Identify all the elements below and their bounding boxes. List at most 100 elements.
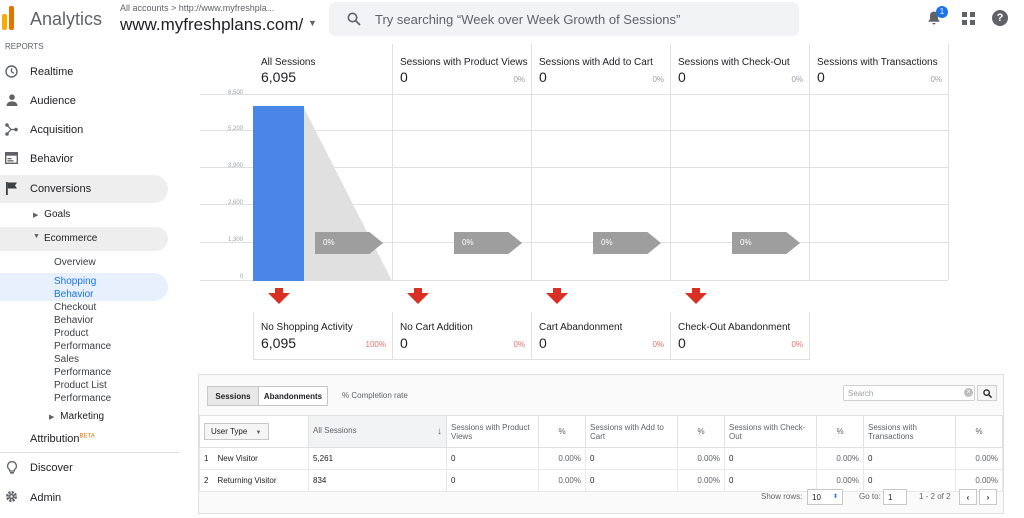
column-percent[interactable]: % <box>955 415 1003 448</box>
sidebar-item-admin[interactable]: Admin <box>0 484 168 512</box>
cell: 0 <box>724 447 817 470</box>
cell: 0.00% <box>677 447 725 470</box>
show-rows-value: 10 <box>812 493 821 502</box>
sidebar-item-realtime[interactable]: Realtime <box>0 58 168 86</box>
abandon-title: No Cart Addition <box>400 322 473 333</box>
table-search-input[interactable]: Search <box>843 385 975 401</box>
dropdown-caret-icon: ▼ <box>255 430 262 436</box>
column-all-sessions[interactable]: All Sessions ↓ <box>308 415 447 448</box>
sidebar-item-ecommerce[interactable]: ▼ Ecommerce <box>0 227 168 251</box>
sidebar-divider <box>0 452 180 453</box>
app-title: Analytics <box>30 9 103 29</box>
row-label-link[interactable]: New Visitor <box>213 447 309 470</box>
column-percent[interactable]: % <box>538 415 586 448</box>
sidebar-item-marketing[interactable]: ▶ Marketing <box>49 411 104 422</box>
abandonment-checkout[interactable] <box>671 312 810 360</box>
user-type-label: User Type <box>211 427 248 436</box>
stage-value: 6,095 <box>261 69 297 85</box>
column-percent[interactable]: % <box>677 415 725 448</box>
abandonment-no-shopping[interactable] <box>253 312 393 360</box>
goto-label: Go to: <box>859 492 881 501</box>
search-icon <box>347 12 361 26</box>
abandonment-cart[interactable] <box>532 312 671 360</box>
sidebar-leaf-product-list-performance[interactable]: Product List Performance <box>54 380 112 404</box>
abandon-percent: 0% <box>513 340 525 349</box>
sort-arrow-icon: ↓ <box>437 426 442 437</box>
apps-grid-icon[interactable] <box>962 12 975 25</box>
column-add-to-cart[interactable]: Sessions with Add to Cart <box>585 415 678 448</box>
column-transactions[interactable]: Sessions with Transactions <box>863 415 956 448</box>
tab-abandonments[interactable]: Abandonments <box>258 386 328 406</box>
cell: 0 <box>446 447 539 470</box>
show-rows-select[interactable]: 10 ⬍ <box>807 489 843 505</box>
stage-percent: 0% <box>930 75 942 84</box>
stage-value: 0 <box>539 69 547 85</box>
next-page-button[interactable]: › <box>979 489 997 505</box>
sidebar-item-acquisition[interactable]: Acquisition <box>0 116 168 144</box>
user-type-dropdown[interactable]: User Type ▼ <box>204 423 269 440</box>
cell: 0.00% <box>816 447 864 470</box>
y-tick-label: 6,500 <box>228 90 244 96</box>
dropdown-caret-icon[interactable]: ▼ <box>308 18 317 28</box>
column-product-views[interactable]: Sessions with Product Views <box>446 415 539 448</box>
goto-input[interactable]: 1 <box>883 489 907 505</box>
column-check-out[interactable]: Sessions with Check-Out <box>724 415 817 448</box>
sidebar-leaf-checkout-behavior[interactable]: Checkout Behavior <box>54 302 97 326</box>
sidebar-item-goals[interactable]: ▶ Goals <box>33 209 70 220</box>
all-sessions-bar[interactable] <box>253 106 304 281</box>
stage-percent: 0% <box>791 75 803 84</box>
sidebar-leaf-shopping-behavior[interactable]: Shopping Behavior <box>54 276 97 300</box>
collapse-arrow-icon: ▼ <box>33 233 40 240</box>
search-bar[interactable]: Try searching “Week over Week Growth of … <box>329 2 799 36</box>
stage-title: Sessions with Transactions <box>817 57 938 68</box>
sidebar-item-audience[interactable]: Audience <box>0 87 168 115</box>
completion-rate-label[interactable]: % Completion rate <box>342 391 408 400</box>
cell: 5,261 <box>308 447 447 470</box>
sidebar-item-discover[interactable]: Discover <box>0 454 168 482</box>
sidebar-item-conversions[interactable]: Conversions <box>0 175 168 203</box>
sidebar-leaf-overview[interactable]: Overview <box>54 257 96 268</box>
sidebar-leaf-sales-performance[interactable]: Sales Performance <box>54 354 112 378</box>
select-arrows-icon: ⬍ <box>832 494 838 500</box>
sidebar-item-behavior[interactable]: Behavior <box>0 145 168 173</box>
abandon-value: 0 <box>678 335 686 351</box>
sidebar-item-label: Discover <box>30 462 73 474</box>
abandon-value: 0 <box>539 335 547 351</box>
clock-icon <box>5 65 18 78</box>
account-breadcrumb[interactable]: All accounts > http://www.myfreshpla... <box>120 3 275 13</box>
lightbulb-icon <box>7 461 17 474</box>
sidebar-item-attribution[interactable]: AttributionBETA <box>30 433 95 445</box>
top-header: Analytics All accounts > http://www.myfr… <box>0 0 1024 40</box>
stage-title: All Sessions <box>261 57 316 68</box>
funnel-stage-add-to-cart[interactable] <box>532 44 671 280</box>
funnel-stage-product-views[interactable] <box>393 44 532 280</box>
funnel-stage-all-sessions[interactable] <box>253 44 393 280</box>
table-row: 2 Returning Visitor 834 0 0.00% 0 0.00% … <box>199 469 1003 492</box>
property-selector[interactable]: www.myfreshplans.com/ <box>120 15 304 34</box>
page-range: 1 - 2 of 2 <box>919 492 951 501</box>
abandonment-no-cart[interactable] <box>393 312 532 360</box>
flag-icon <box>6 182 17 195</box>
clear-search-icon[interactable]: × <box>964 388 973 397</box>
table-search-button[interactable] <box>977 385 997 401</box>
show-rows-label: Show rows: <box>761 492 803 501</box>
sidebar-item-label: Realtime <box>30 66 74 78</box>
gridline <box>200 204 948 205</box>
cell: 0 <box>585 447 678 470</box>
sidebar-item-label: Admin <box>30 492 62 504</box>
help-icon[interactable]: ? <box>992 10 1008 26</box>
sidebar: REPORTS Realtime Audience Acquisition Be… <box>0 40 180 518</box>
row-label-link[interactable]: Returning Visitor <box>213 469 309 492</box>
logo-bar-short <box>2 14 7 30</box>
flow-arrow: 0% <box>732 232 800 254</box>
column-percent[interactable]: % <box>816 415 864 448</box>
prev-page-button[interactable]: ‹ <box>959 489 977 505</box>
cell: 0 <box>724 469 817 492</box>
row-index: 1 <box>199 447 214 470</box>
tab-sessions[interactable]: Sessions <box>207 386 259 406</box>
funnel-stage-transactions[interactable] <box>810 44 949 280</box>
marketing-label: Marketing <box>60 411 105 422</box>
abandon-percent: 100% <box>365 340 386 349</box>
sidebar-leaf-product-performance[interactable]: Product Performance <box>54 328 112 352</box>
funnel-stage-check-out[interactable] <box>671 44 810 280</box>
